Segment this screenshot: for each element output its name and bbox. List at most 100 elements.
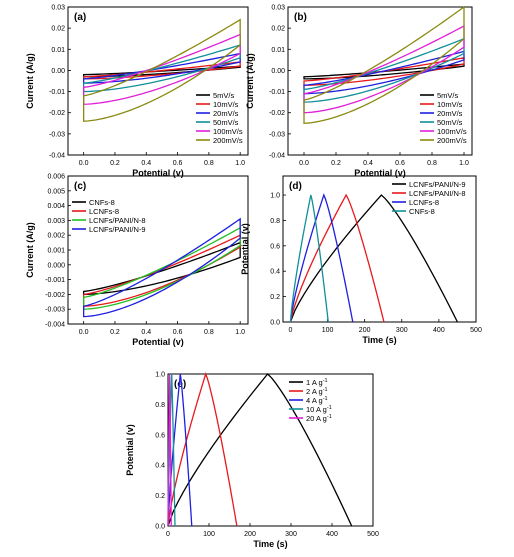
y-tick-label: 0.0	[270, 320, 280, 327]
y-tick-label: 0.6	[270, 243, 280, 250]
x-tick-label: 200	[244, 531, 256, 538]
series-line	[83, 217, 241, 318]
y-tick-label: 0.001	[47, 248, 65, 255]
x-tick-label: 0.4	[141, 329, 151, 336]
plot-frame	[287, 6, 473, 156]
y-tick-label: 0.01	[51, 47, 65, 54]
x-tick-label: 0.6	[173, 329, 183, 336]
x-tick-label: 0.8	[204, 160, 214, 167]
y-tick-label: 0.8	[155, 402, 165, 409]
y-tick-label: 0.2	[270, 294, 280, 301]
y-tick-label: -0.001	[45, 277, 65, 284]
legend-label: LCNFs-8	[89, 207, 119, 216]
x-tick-label: 0.8	[427, 160, 437, 167]
y-tick-label: -0.04	[269, 153, 285, 160]
x-tick-label: 0.0	[79, 160, 89, 167]
legend-label: 100mV/s	[213, 127, 243, 136]
x-axis-label: Potential (v)	[132, 337, 184, 347]
x-tick-label: 1.0	[235, 160, 245, 167]
x-tick-label: 0	[288, 327, 292, 334]
panel-label: (e)	[174, 379, 186, 390]
x-tick-label: 100	[203, 531, 215, 538]
panel-5: 0 100 200 300 400 500 1.0 0.8 0.6 0.4 0.2 0.0 Time (…	[125, 372, 379, 550]
y-tick-label: 0.01	[271, 47, 285, 54]
x-axis-label: Potential (v)	[354, 168, 406, 178]
y-tick-label: 0.005	[47, 188, 65, 195]
series-line	[289, 194, 459, 323]
legend-label: 200mV/s	[437, 136, 467, 145]
x-tick-label: 400	[326, 531, 338, 538]
legend-label: LCNFs-8	[409, 198, 439, 207]
y-tick-label: -0.03	[269, 131, 285, 138]
x-tick-label: 0.4	[363, 160, 373, 167]
series-line	[167, 371, 238, 527]
y-axis-label: Current (A/g)	[25, 222, 35, 278]
panel-4: 0 100 200 300 400 500 1.0 0.8 0.6 0.4 0.2 0.0 Time (…	[240, 175, 482, 345]
series-line	[289, 193, 354, 323]
y-axis-label: Current (A/g)	[245, 53, 255, 109]
legend-label: CNFs-8	[89, 198, 115, 207]
series-line	[303, 5, 465, 124]
y-tick-label: 0.03	[271, 5, 285, 12]
y-tick-label: 0.2	[155, 493, 165, 500]
y-tick-label: 0.03	[51, 5, 65, 12]
y-axis-label: Current (A/g)	[25, 53, 35, 109]
y-tick-label: 0.8	[270, 218, 280, 225]
series-line	[83, 18, 241, 122]
panel-label: (d)	[289, 181, 302, 192]
legend-label: 4 A g-1	[306, 396, 328, 405]
y-tick-label: -0.02	[49, 110, 65, 117]
y-tick-label: 0.0	[155, 524, 165, 531]
x-tick-label: 0.6	[173, 160, 183, 167]
legend-label: 10mV/s	[213, 100, 239, 109]
series-line	[167, 373, 193, 527]
y-tick-label: 0.002	[47, 233, 65, 240]
x-tick-label: 0.8	[204, 329, 214, 336]
legend-label: 50mV/s	[213, 118, 239, 127]
x-tick-label: 500	[470, 327, 482, 334]
x-tick-label: 0.6	[395, 160, 405, 167]
x-tick-label: 300	[285, 531, 297, 538]
x-tick-label: 0	[166, 531, 170, 538]
x-tick-label: 0.4	[141, 160, 151, 167]
plot-frame	[282, 175, 477, 323]
y-tick-label: -0.03	[49, 131, 65, 138]
x-tick-label: 500	[367, 531, 379, 538]
y-tick-label: -0.02	[269, 110, 285, 117]
legend-label: LCNFs/PANI/N-9	[409, 180, 466, 189]
y-tick-label: -0.01	[269, 89, 285, 96]
legend-label: 1 A g-1	[306, 378, 328, 387]
series-line	[83, 226, 241, 310]
panel-label: (b)	[294, 12, 307, 23]
legend-label: 2 A g-1	[306, 387, 328, 396]
x-tick-label: 300	[396, 327, 408, 334]
panel-2: 0.0 0.2 0.4 0.6 0.8 1.0 0.03 0.02 0.01 0.00 -0.01 -…	[245, 5, 473, 178]
y-axis-label: Potential (v)	[240, 223, 250, 275]
y-tick-label: -0.004	[45, 322, 65, 329]
legend-label: 100mV/s	[437, 127, 467, 136]
y-tick-label: 0.000	[47, 262, 65, 269]
legend-label: 10 A g-1	[306, 405, 332, 414]
y-tick-label: 0.02	[51, 26, 65, 33]
y-tick-label: 0.00	[271, 68, 285, 75]
legend-label: LCNFs/PANI/N-9	[89, 225, 146, 234]
y-tick-label: 0.003	[47, 218, 65, 225]
y-tick-label: 1.0	[270, 193, 280, 200]
panel-1: 0.0 0.2 0.4 0.6 0.8 1.0 0.03 0.02 0.01 0.00 -0.01 -…	[25, 5, 249, 178]
panel-label: (c)	[74, 181, 86, 192]
legend-label: 5mV/s	[213, 91, 235, 100]
x-tick-label: 0.2	[110, 160, 120, 167]
x-tick-label: 0.2	[331, 160, 341, 167]
y-tick-label: 0.4	[270, 269, 280, 276]
series-line	[289, 194, 329, 323]
series-line	[167, 373, 172, 527]
x-tick-label: 200	[359, 327, 371, 334]
y-tick-label: -0.003	[45, 307, 65, 314]
legend-label: LCNFs/PANI/N-8	[409, 189, 466, 198]
panel-label: (a)	[74, 12, 86, 23]
y-tick-label: -0.04	[49, 153, 65, 160]
legend-label: LCNFs/PANI/N-8	[89, 216, 146, 225]
x-axis-label: Time (s)	[253, 539, 287, 549]
y-tick-label: 0.004	[47, 203, 65, 210]
